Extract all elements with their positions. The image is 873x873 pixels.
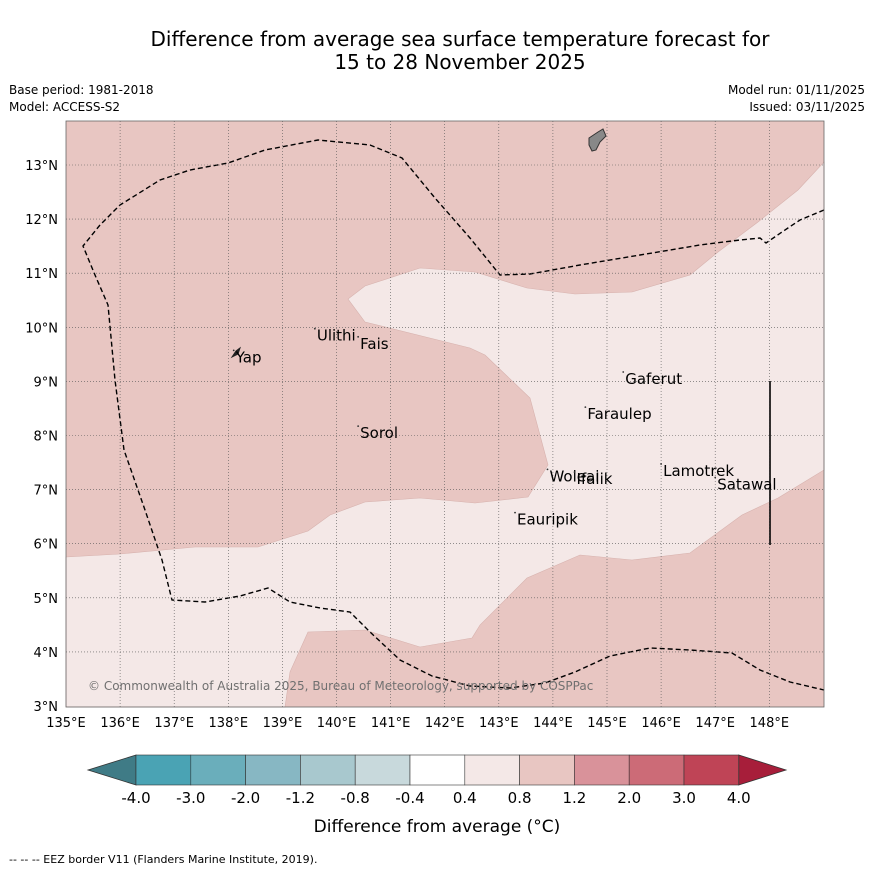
yap-island — [230, 346, 241, 359]
colorbar-tick-label: 2.0 — [617, 789, 641, 807]
colorbar-box — [354, 754, 411, 786]
lat-tick-label: 3°N — [34, 700, 59, 715]
lon-tick-label: 144°E — [533, 716, 573, 731]
place-label: Lamotrek — [663, 462, 734, 480]
colorbar-box — [574, 754, 630, 786]
colorbar-tick-label: 1.2 — [562, 789, 586, 807]
place-label: Satawal — [717, 475, 776, 493]
colorbar-low-extend — [86, 754, 137, 786]
lon-tick-label: 142°E — [425, 716, 465, 731]
colorbar-tick-label: 3.0 — [672, 789, 696, 807]
lon-tick-label: 141°E — [371, 716, 411, 731]
colorbar-tick-label: -2.0 — [231, 789, 260, 807]
place-labels: Yap Ulithi Fais Gaferut Faraulep Sorol WoleaiI… — [232, 327, 777, 529]
chart-title: Difference from average sea surface temp… — [70, 28, 850, 74]
map-frame — [65, 120, 825, 708]
colorbar-tick-label: -1.2 — [286, 789, 315, 807]
place-label: Faraulep — [587, 405, 651, 423]
lat-tick-label: 7°N — [34, 484, 59, 499]
place-label: Ulithi — [317, 327, 356, 345]
gridlines — [66, 121, 824, 707]
lat-tick-label: 12°N — [25, 213, 58, 228]
colorbar-tick-label: 0.4 — [453, 789, 477, 807]
colorbar-box — [409, 754, 466, 786]
colorbar-boxes — [86, 754, 788, 786]
colorbar-tick-label: -0.8 — [341, 789, 370, 807]
colorbar-tick-label: -4.0 — [121, 789, 150, 807]
colorbar-high-extend — [738, 754, 788, 786]
colorbar-tick-label: -3.0 — [176, 789, 205, 807]
colorbar-box — [245, 754, 301, 786]
colorbar-tick-label: -0.4 — [395, 789, 424, 807]
place-marker — [622, 371, 625, 373]
lon-tick-label: 143°E — [479, 716, 519, 731]
colorbar-box — [300, 754, 356, 786]
colorbar-box — [190, 754, 246, 786]
lat-tick-label: 10°N — [25, 321, 58, 336]
axis-labels: 135°E 136°E 137°E 138°E 139°E 140°E 141°E 142°E… — [25, 159, 789, 731]
place-label: Woleai — [549, 467, 599, 485]
place-marker — [584, 406, 587, 409]
place-marker — [313, 327, 316, 330]
lat-tick-label: 11°N — [25, 267, 58, 282]
colorbar-box — [628, 754, 685, 786]
place-marker — [546, 468, 549, 471]
place-label: Gaferut — [625, 370, 682, 388]
eez-border — [82, 139, 825, 691]
lat-tick-label: 5°N — [34, 592, 59, 607]
title-line-2: 15 to 28 November 2025 — [334, 50, 586, 74]
place-label: Ifalik — [577, 470, 613, 488]
lon-tick-label: 137°E — [154, 716, 194, 731]
colorbar-box — [683, 754, 740, 786]
colorbar-ticks: -4.0 -3.0 -2.0 -1.2 -0.8 -0.4 0.4 0.8 1.2 2.0 3.0 4… — [121, 789, 750, 807]
place-marker — [660, 463, 662, 465]
colorbar-box — [464, 754, 520, 786]
colorbar-box — [519, 754, 575, 786]
meta-right: Model run: 01/11/2025 Issued: 03/11/2025 — [728, 82, 865, 116]
colorbar-tick-label: 0.8 — [508, 789, 532, 807]
footnote: -- -- -- EEZ border V11 (Flanders Marine… — [9, 853, 318, 866]
lat-tick-label: 4°N — [34, 646, 59, 661]
lon-tick-label: 138°E — [209, 716, 249, 731]
lon-tick-label: 147°E — [695, 716, 735, 731]
copyright-notice: © Commonwealth of Australia 2025, Bureau… — [88, 679, 593, 693]
meta-left: Base period: 1981-2018 Model: ACCESS-S2 — [9, 82, 154, 116]
place-label: Eauripik — [517, 511, 578, 529]
place-marker — [232, 349, 235, 352]
anomaly-region-light — [65, 161, 825, 708]
place-marker — [357, 425, 360, 427]
base-period: Base period: 1981-2018 — [9, 83, 154, 97]
lat-tick-label: 9°N — [34, 375, 59, 390]
lon-tick-label: 136°E — [100, 716, 140, 731]
lon-tick-label: 140°E — [317, 716, 357, 731]
model-run: Model run: 01/11/2025 — [727, 83, 865, 97]
colorbar-tick-label: 4.0 — [727, 789, 751, 807]
lon-tick-label: 148°E — [750, 716, 790, 731]
place-marker — [357, 335, 360, 338]
colorbar-title: Difference from average (°C) — [314, 817, 561, 837]
place-marker — [573, 471, 576, 473]
place-label: Fais — [360, 335, 389, 353]
lon-tick-label: 139°E — [263, 716, 303, 731]
place-marker — [514, 511, 516, 514]
lat-tick-label: 13°N — [25, 159, 58, 174]
lat-tick-label: 6°N — [34, 538, 59, 553]
place-label: Yap — [235, 348, 262, 366]
guam-island — [588, 128, 607, 152]
colorbar-box — [135, 754, 192, 786]
issued-date: Issued: 03/11/2025 — [749, 100, 865, 114]
place-marker — [714, 476, 717, 479]
title-line-1: Difference from average sea surface temp… — [150, 27, 770, 51]
lat-tick-label: 8°N — [34, 430, 59, 445]
lon-tick-label: 135°E — [46, 716, 86, 731]
place-label: Sorol — [360, 424, 398, 442]
lon-tick-label: 145°E — [587, 716, 627, 731]
model-name: Model: ACCESS-S2 — [9, 100, 121, 114]
map-border — [65, 120, 825, 708]
lon-tick-label: 146°E — [641, 716, 681, 731]
